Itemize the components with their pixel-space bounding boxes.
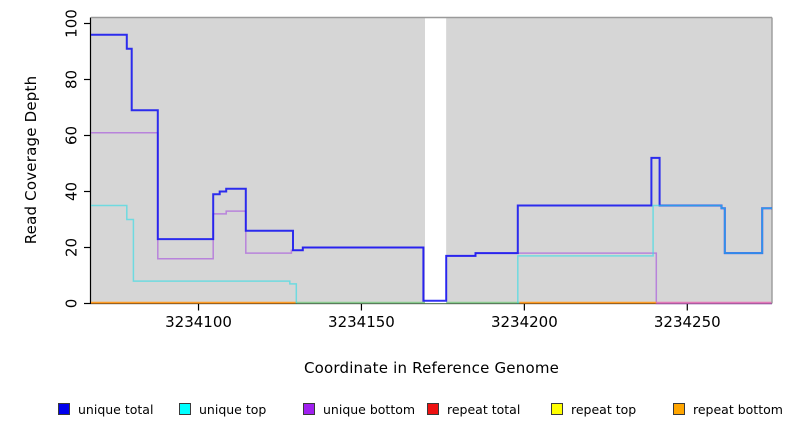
legend-item-unique-top: unique top: [179, 399, 266, 419]
x-tick-label: 3234150: [328, 313, 395, 331]
no-data-gap-band: [424, 18, 447, 304]
y-tick-label: 80: [62, 70, 80, 89]
series-unique-top: [517, 204, 772, 304]
y-tick-label: 60: [62, 126, 80, 145]
x-axis-title: Coordinate in Reference Genome: [303, 359, 560, 377]
legend-item-repeat-top: repeat top: [551, 399, 636, 419]
legend-swatch-unique-total: [58, 403, 70, 415]
legend-swatch-unique-top: [179, 403, 191, 415]
legend-label: unique top: [199, 401, 267, 417]
legend-item-repeat-total: repeat total: [427, 399, 520, 419]
legend-label: unique total: [78, 401, 154, 417]
y-tick-label: 20: [62, 238, 80, 257]
legend-label: repeat top: [571, 401, 637, 417]
legend-item-unique-bottom: unique bottom: [303, 399, 415, 419]
y-axis-title: Read Coverage Depth: [22, 75, 40, 245]
legend-label: repeat total: [447, 401, 521, 417]
legend-swatch-repeat-bottom: [673, 403, 685, 415]
series-unique-top: [91, 204, 298, 304]
y-tick-label: 0: [62, 299, 80, 309]
legend-label: repeat bottom: [693, 401, 783, 417]
x-tick-label: 3234250: [654, 313, 721, 331]
legend-item-repeat-bottom: repeat bottom: [673, 399, 783, 419]
legend-item-unique-total: unique total: [58, 399, 153, 419]
y-tick-label: 100: [62, 9, 80, 38]
legend-swatch-unique-bottom: [303, 403, 315, 415]
legend-swatch-repeat-total: [427, 403, 439, 415]
y-tick-label: 40: [62, 182, 80, 201]
x-tick-label: 3234200: [491, 313, 558, 331]
legend-swatch-repeat-top: [551, 403, 563, 415]
legend-label: unique bottom: [323, 401, 416, 417]
x-tick-label: 3234100: [165, 313, 232, 331]
legend: unique total unique top unique bottom repea…: [0, 399, 792, 423]
